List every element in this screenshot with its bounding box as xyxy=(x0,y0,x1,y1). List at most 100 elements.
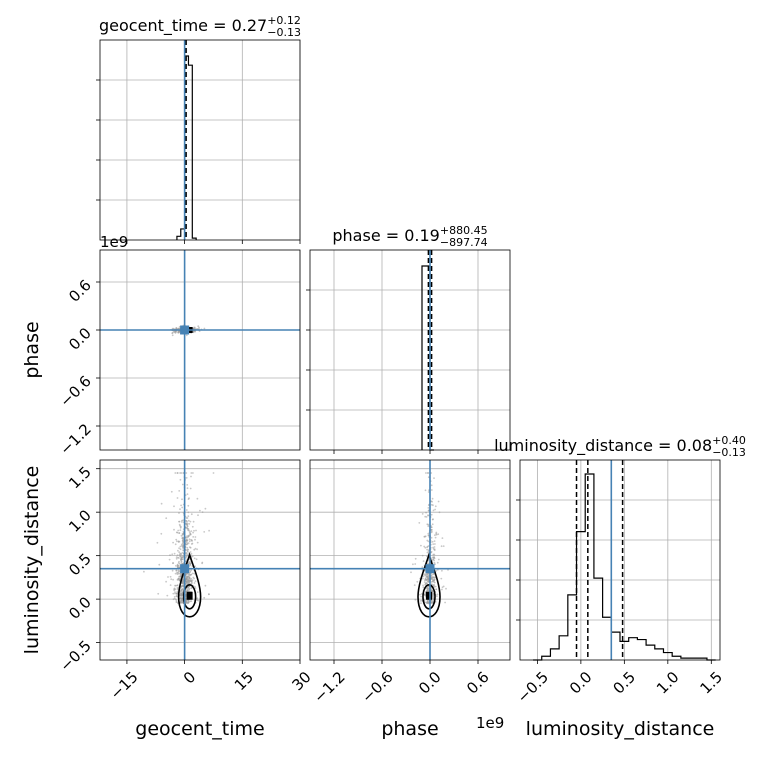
scatter-point xyxy=(186,521,189,523)
scatter-point xyxy=(188,523,191,525)
scatter-point xyxy=(186,580,189,583)
scatter-point xyxy=(434,563,436,566)
scatter-point xyxy=(174,572,177,575)
scatter-point xyxy=(432,558,435,561)
scatter-point xyxy=(190,475,192,478)
scatter-point xyxy=(185,472,188,474)
scatter-point xyxy=(190,600,193,603)
scatter-point xyxy=(441,588,443,591)
scatter-point xyxy=(425,575,428,578)
scatter-point xyxy=(179,526,182,529)
x-axis-label-geocent-time: geocent_time xyxy=(135,718,264,740)
scatter-point xyxy=(204,584,207,587)
scatter-point xyxy=(185,554,188,557)
scatter-point xyxy=(179,529,182,531)
title-luminosity-distance: luminosity_distance = 0.08+0.40 −0.13 xyxy=(494,434,746,459)
scatter-point xyxy=(185,600,188,602)
scatter-point xyxy=(441,586,444,589)
scatter-point xyxy=(190,530,193,532)
scatter-point xyxy=(192,531,195,534)
scatter-point xyxy=(181,598,184,601)
scatter-point xyxy=(187,601,190,604)
scatter-point xyxy=(186,601,189,604)
scatter-point xyxy=(414,563,417,565)
scatter-point xyxy=(427,550,430,553)
scatter-point xyxy=(176,592,179,595)
title-geocent-time-value: geocent_time = 0.27 xyxy=(99,16,267,36)
scatter-point xyxy=(185,541,188,544)
scatter-point xyxy=(424,489,427,492)
scatter-point xyxy=(435,570,437,572)
scatter-point xyxy=(174,591,176,594)
data-layer xyxy=(100,40,716,661)
scatter-point xyxy=(424,579,426,582)
x-tick-label-phase: −0.6 xyxy=(358,668,396,706)
scatter-point xyxy=(179,548,182,551)
scatter-point xyxy=(181,593,184,596)
contour-outer-phase-ld xyxy=(417,552,441,618)
x-tick-label-phase: −1.2 xyxy=(310,668,348,706)
y-tick-label-phase: 0.6 xyxy=(65,276,95,306)
y-axis-label-phase: phase xyxy=(21,321,43,378)
scatter-point xyxy=(431,540,434,543)
scatter-point xyxy=(192,576,195,579)
scatter-point xyxy=(433,559,436,562)
scatter-point xyxy=(177,570,180,573)
scatter-point xyxy=(181,584,184,587)
scatter-point xyxy=(427,491,430,493)
scatter-point xyxy=(178,532,181,534)
scatter-point xyxy=(425,590,428,592)
scatter-point xyxy=(427,549,430,552)
scatter-point xyxy=(172,541,175,544)
scatter-point xyxy=(426,548,428,551)
scatter-point xyxy=(432,504,434,507)
scatter-point xyxy=(193,326,196,329)
scatter-point xyxy=(199,509,201,512)
scatter-point xyxy=(190,513,193,516)
scatter-point xyxy=(432,509,435,512)
scatter-point xyxy=(426,555,428,558)
scatter-point xyxy=(425,516,428,518)
scatter-point xyxy=(172,592,175,595)
scatter-point xyxy=(167,576,169,578)
scatter-point xyxy=(187,511,190,514)
x-tick-label-phase: 0.6 xyxy=(463,668,493,698)
scatter-point xyxy=(421,513,424,515)
scatter-point xyxy=(178,490,181,492)
scatter-point xyxy=(181,506,184,509)
scatter-point xyxy=(189,520,192,523)
scatter-point xyxy=(187,600,190,602)
scatter-point xyxy=(182,582,185,585)
scatter-point xyxy=(430,484,433,487)
truth-marker-geocent-phase xyxy=(180,325,190,335)
y-tick-label-ld: 1.0 xyxy=(65,506,95,536)
scatter-point xyxy=(191,525,194,528)
scatter-point xyxy=(423,545,426,548)
scatter-point xyxy=(190,573,192,576)
scatter-point xyxy=(181,580,184,583)
x-axis-label-luminosity-distance: luminosity_distance xyxy=(526,718,715,740)
scatter-point xyxy=(412,563,414,566)
scatter-point xyxy=(188,585,191,588)
scatter-point xyxy=(197,325,200,328)
scatter-point xyxy=(432,572,435,575)
scatter-point xyxy=(168,558,171,561)
scatter-point xyxy=(171,569,174,572)
scatter-point xyxy=(427,532,430,535)
scatter-point xyxy=(436,595,438,598)
density-core-geocent-ld xyxy=(186,591,193,600)
scatter-point xyxy=(180,543,183,546)
scatter-point xyxy=(433,579,435,582)
scatter-point xyxy=(440,577,443,580)
scatter-point xyxy=(176,564,179,567)
scatter-point xyxy=(421,577,424,580)
y-tick-label-phase: −0.6 xyxy=(56,372,94,410)
scatter-point xyxy=(180,559,182,562)
scatter-point xyxy=(197,599,200,602)
scatter-point xyxy=(189,551,192,553)
scatter-point xyxy=(435,588,438,591)
scatter-point xyxy=(185,557,187,559)
scatter-point xyxy=(434,508,436,511)
scatter-point xyxy=(169,554,171,556)
scatter-point xyxy=(423,581,426,583)
